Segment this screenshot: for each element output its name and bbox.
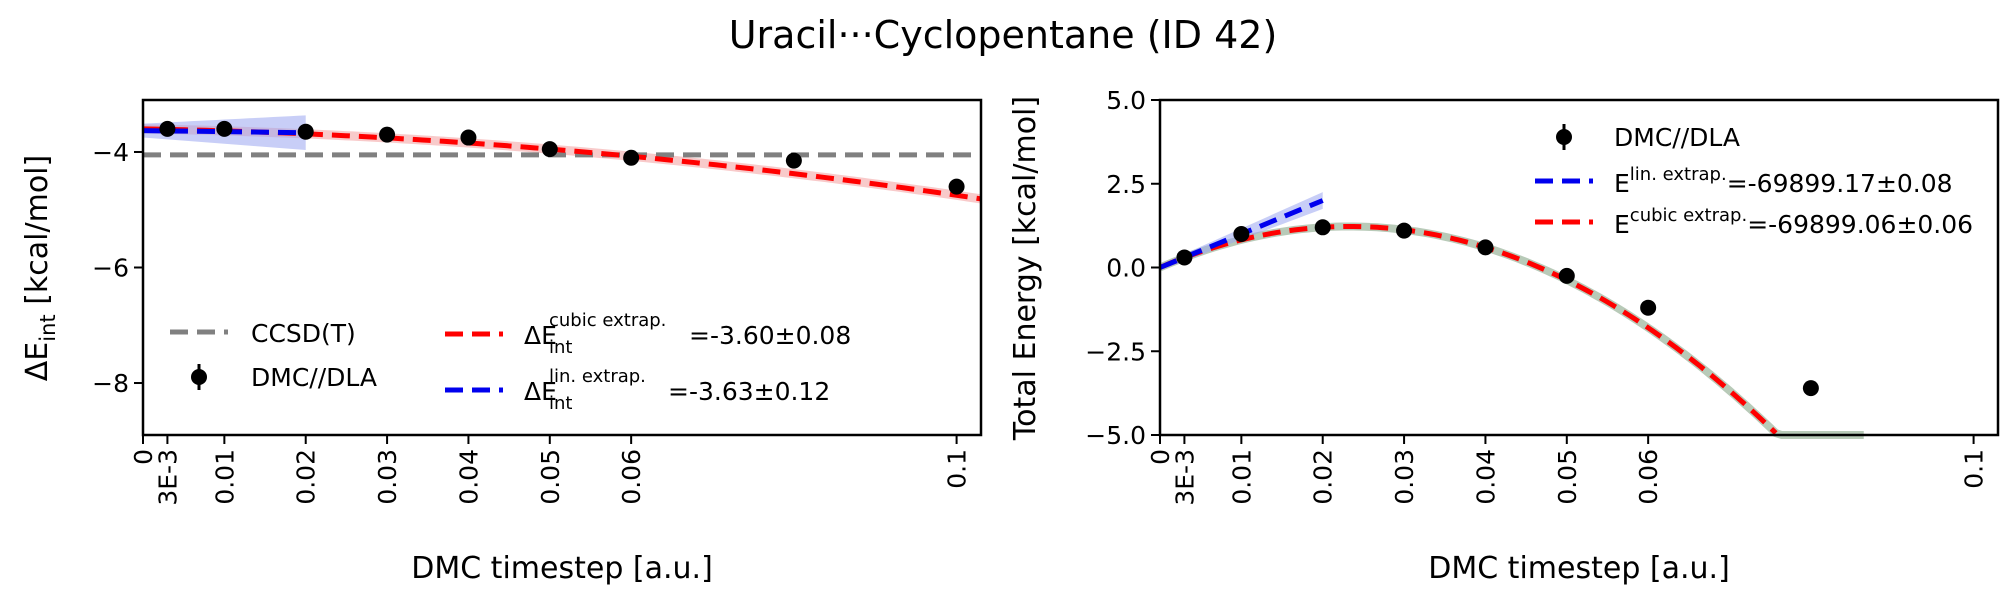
legend-cubic-label: Ecubic extrap.=-69899.06±0.06 [1614, 205, 1973, 239]
data-point [1477, 239, 1494, 256]
x-tick-label: 0.05 [1553, 449, 1582, 505]
figure-title: Uracil···Cyclopentane (ID 42) [729, 13, 1278, 57]
y-tick-label: −2.5 [1085, 337, 1146, 366]
legend-cubic-value: =-3.60±0.08 [689, 321, 851, 350]
x-tick-label: 0.05 [536, 449, 565, 505]
left-chart: CCSD(T) DMC//DLA ΔEintcubic extrap.=-3.6… [20, 98, 983, 586]
left-x-ticks: 03E-3 0.01 0.02 0.03 0.04 0.05 0.06 0.1 [129, 435, 972, 506]
y-tick-label: −5.0 [1085, 421, 1146, 450]
x-tick-label: 0.1 [943, 449, 972, 489]
legend-cubic-main: ΔE [524, 321, 557, 350]
data-point [159, 120, 176, 137]
data-point [1802, 380, 1819, 397]
data-point [297, 123, 314, 140]
x-tick-label: 3E-3 [153, 449, 182, 506]
right-plot-frame [1158, 98, 2000, 437]
legend-cubic-label: ΔEint cubic extrap. =-3.60±0.08 [524, 310, 851, 358]
x-tick-label: 3E-3 [1170, 449, 1199, 506]
data-point [379, 126, 396, 143]
right-cubic-fit-line [1159, 223, 1778, 435]
data-point [1558, 267, 1575, 284]
legend-cubic-main: E [1614, 210, 1630, 239]
cubic-fit-line [1159, 223, 1778, 435]
legend-lin-sup: lin. extrap. [549, 366, 646, 387]
left-y-axis-label: ΔEint [kcal/mol] [20, 155, 60, 381]
left-y-label-unit: [kcal/mol] [20, 155, 55, 315]
right-data-points [1176, 219, 1819, 397]
legend-ccsd-label: CCSD(T) [251, 319, 356, 348]
data-point [948, 178, 965, 195]
left-legend: CCSD(T) DMC//DLA ΔEintcubic extrap.=-3.6… [170, 310, 851, 414]
right-chart: DMC//DLA Elin. extrap.=-69899.17±0.08 Ec… [1008, 86, 2000, 586]
y-tick-label: 0.0 [1106, 254, 1146, 283]
right-y-ticks: 5.0 2.5 0.0 −2.5 −5.0 [1085, 86, 1160, 450]
y-tick-label: −8 [92, 369, 129, 398]
x-tick-label: 0.01 [210, 449, 239, 505]
legend-cubic-sub: int [549, 337, 572, 358]
legend-lin-value: =-69899.17±0.08 [1727, 169, 1953, 198]
left-y-ticks: −4 −6 −8 [92, 138, 143, 398]
x-tick-label: 0.1 [1960, 449, 1989, 489]
legend-lin-sub: int [549, 393, 572, 414]
data-point [1396, 222, 1413, 239]
y-tick-label: −6 [92, 254, 129, 283]
x-tick-label: 0 [129, 449, 158, 465]
legend-lin-label: ΔEint lin. extrap. =-3.63±0.12 [524, 366, 830, 414]
left-x-axis-label: DMC timestep [a.u.] [411, 551, 713, 586]
y-tick-label: 5.0 [1106, 86, 1146, 115]
legend-cubic-sup: cubic extrap. [1630, 205, 1747, 226]
y-tick-label: −4 [92, 138, 129, 167]
x-tick-label: 0.06 [1634, 449, 1663, 505]
data-point [460, 129, 477, 146]
legend-dmc-marker [1556, 129, 1572, 145]
data-point [785, 152, 802, 169]
legend-dmc-label: DMC//DLA [1614, 123, 1740, 152]
left-y-label-main: ΔE [20, 342, 55, 381]
x-tick-label: 0.01 [1227, 449, 1256, 505]
x-tick-label: 0.04 [1471, 449, 1500, 505]
data-point [1640, 299, 1657, 316]
data-point [1314, 219, 1331, 236]
legend-dmc-marker [191, 369, 207, 385]
legend-dmc-label: DMC//DLA [251, 363, 377, 392]
x-tick-label: 0.04 [454, 449, 483, 505]
legend-lin-main: E [1614, 169, 1630, 198]
x-tick-label: 0.02 [292, 449, 321, 505]
data-point [623, 149, 640, 166]
legend-lin-sup: lin. extrap. [1630, 164, 1727, 185]
legend-lin-label: Elin. extrap.=-69899.17±0.08 [1614, 164, 1953, 198]
legend-lin-value: =-3.63±0.12 [668, 377, 830, 406]
data-point [541, 141, 558, 158]
right-legend: DMC//DLA Elin. extrap.=-69899.17±0.08 Ec… [1535, 123, 1973, 239]
y-tick-label: 2.5 [1106, 170, 1146, 199]
right-x-ticks: 03E-3 0.01 0.02 0.03 0.04 0.05 0.06 0.1 [1146, 435, 1989, 506]
legend-cubic-value: =-69899.06±0.06 [1747, 210, 1973, 239]
x-tick-label: 0.02 [1309, 449, 1338, 505]
x-tick-label: 0.03 [373, 449, 402, 505]
left-y-label-sub: int [36, 314, 60, 341]
left-data-points [159, 120, 965, 195]
x-tick-label: 0.06 [617, 449, 646, 505]
right-y-axis-label: Total Energy [kcal/mol] [1008, 96, 1043, 441]
legend-lin-main: ΔE [524, 377, 557, 406]
data-point [1233, 226, 1250, 242]
legend-cubic-sup: cubic extrap. [549, 310, 666, 331]
data-point [1176, 249, 1193, 266]
data-point [216, 120, 233, 137]
right-x-axis-label: DMC timestep [a.u.] [1428, 551, 1730, 586]
x-tick-label: 0.03 [1390, 449, 1419, 505]
x-tick-label: 0 [1146, 449, 1175, 465]
